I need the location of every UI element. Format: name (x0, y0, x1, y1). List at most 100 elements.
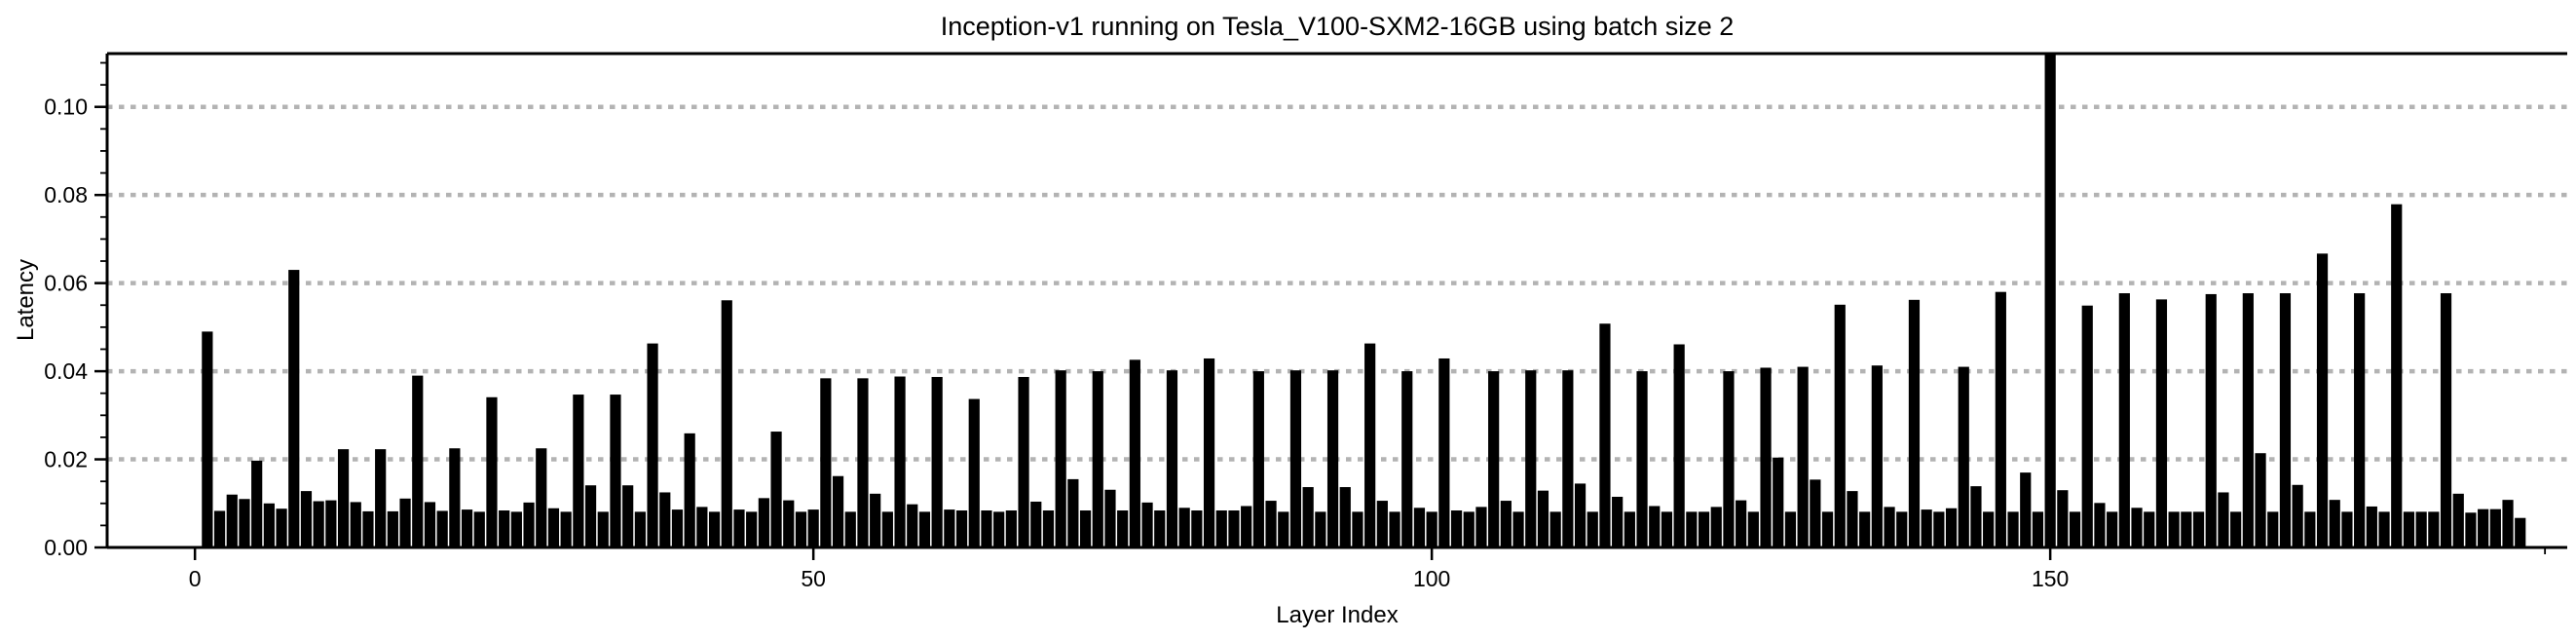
latency-bar (1661, 511, 1673, 547)
latency-bar (2354, 293, 2366, 547)
latency-bar (1723, 371, 1735, 547)
latency-bar (313, 501, 324, 547)
latency-bar (1289, 370, 1302, 547)
latency-bar (907, 504, 918, 547)
latency-bar (2378, 511, 2390, 547)
latency-bar (1166, 370, 1178, 547)
latency-bar (2057, 490, 2069, 547)
latency-bar (202, 331, 213, 547)
x-tick-label: 50 (801, 566, 826, 591)
latency-bar (2515, 517, 2526, 547)
latency-bar (1067, 478, 1079, 547)
latency-bar (1649, 506, 1661, 547)
latency-bar (213, 510, 226, 547)
latency-bar (1241, 506, 1252, 547)
latency-bar (1352, 511, 1363, 547)
bar-layer (202, 54, 2526, 548)
latency-bar (1884, 507, 1895, 547)
latency-bar (2020, 472, 2032, 547)
latency-bar (1141, 502, 1153, 547)
latency-bar (547, 508, 560, 547)
latency-bar (1228, 510, 1240, 547)
latency-bar (1747, 511, 1759, 547)
latency-bar (2440, 293, 2452, 547)
latency-bar (1834, 304, 1846, 547)
latency-bar (461, 509, 473, 547)
latency-bar (2242, 293, 2254, 547)
latency-bar (1191, 510, 1203, 547)
latency-bar (2279, 293, 2292, 547)
latency-bar (1092, 371, 1103, 547)
latency-bar (1797, 366, 1809, 547)
latency-bar (1265, 501, 1277, 547)
latency-bar (1933, 511, 1945, 547)
x-axis-label: Layer Index (1276, 602, 1398, 628)
latency-bar (2155, 299, 2168, 547)
y-tick-label: 0.00 (44, 535, 88, 560)
latency-bar (1624, 511, 1635, 547)
latency-bar (1401, 371, 1413, 547)
latency-bar (2094, 503, 2106, 547)
latency-bar (226, 494, 238, 547)
latency-bar (1612, 496, 1624, 547)
chart-title: Inception-v1 running on Tesla_V100-SXM2-… (941, 12, 1735, 41)
latency-bar (1773, 457, 1784, 547)
latency-bar (560, 511, 572, 547)
y-axis-label: Latency (13, 259, 39, 341)
latency-bar (1154, 510, 1166, 547)
latency-bar (362, 510, 374, 547)
latency-bar (2192, 511, 2205, 547)
latency-bar (510, 511, 522, 547)
latency-bar (499, 510, 510, 547)
latency-bar (251, 460, 263, 547)
latency-bar (1475, 507, 1487, 547)
latency-bar (424, 502, 436, 547)
y-tick-label: 0.06 (44, 271, 88, 296)
axis-layer (105, 52, 2567, 549)
y-tick-label: 0.10 (44, 94, 88, 120)
latency-bar (523, 502, 535, 547)
latency-bar (1698, 511, 1710, 547)
latency-bar (981, 510, 992, 547)
latency-bar (1512, 511, 1524, 547)
latency-bar (1549, 511, 1561, 547)
latency-bar (758, 498, 769, 547)
latency-bar (2415, 511, 2427, 547)
latency-bar (2168, 511, 2180, 547)
tick-layer (94, 61, 2547, 560)
latency-bar (2465, 512, 2477, 547)
latency-bar (2044, 54, 2056, 548)
latency-bar (1673, 344, 1685, 547)
latency-bar (1736, 500, 1747, 547)
latency-bar (1018, 376, 1029, 547)
latency-bar (325, 500, 337, 547)
latency-bar (412, 375, 424, 547)
latency-bar (2304, 511, 2316, 547)
latency-bar (276, 508, 287, 547)
latency-bar (1005, 510, 1017, 547)
latency-bar (881, 511, 893, 547)
latency-bar (597, 511, 609, 547)
latency-bar (1042, 510, 1055, 547)
latency-bar (1821, 511, 1834, 547)
latency-bar (894, 376, 906, 547)
latency-bar (1364, 343, 1376, 547)
latency-bar (1574, 483, 1587, 547)
latency-bar (708, 511, 721, 547)
latency-bar (2341, 511, 2353, 547)
latency-bar (1710, 507, 1722, 547)
latency-bar (1426, 511, 1437, 547)
latency-bar (610, 395, 621, 547)
latency-bar (486, 396, 498, 547)
latency-bar (1871, 365, 1883, 547)
latency-bar (2205, 293, 2217, 547)
latency-bar (870, 493, 881, 547)
latency-bar (2255, 453, 2266, 547)
latency-bar (770, 432, 782, 547)
latency-bar (1500, 501, 1512, 547)
latency-bar (1488, 371, 1500, 547)
latency-bar (1636, 371, 1648, 547)
latency-bar (1686, 511, 1698, 547)
